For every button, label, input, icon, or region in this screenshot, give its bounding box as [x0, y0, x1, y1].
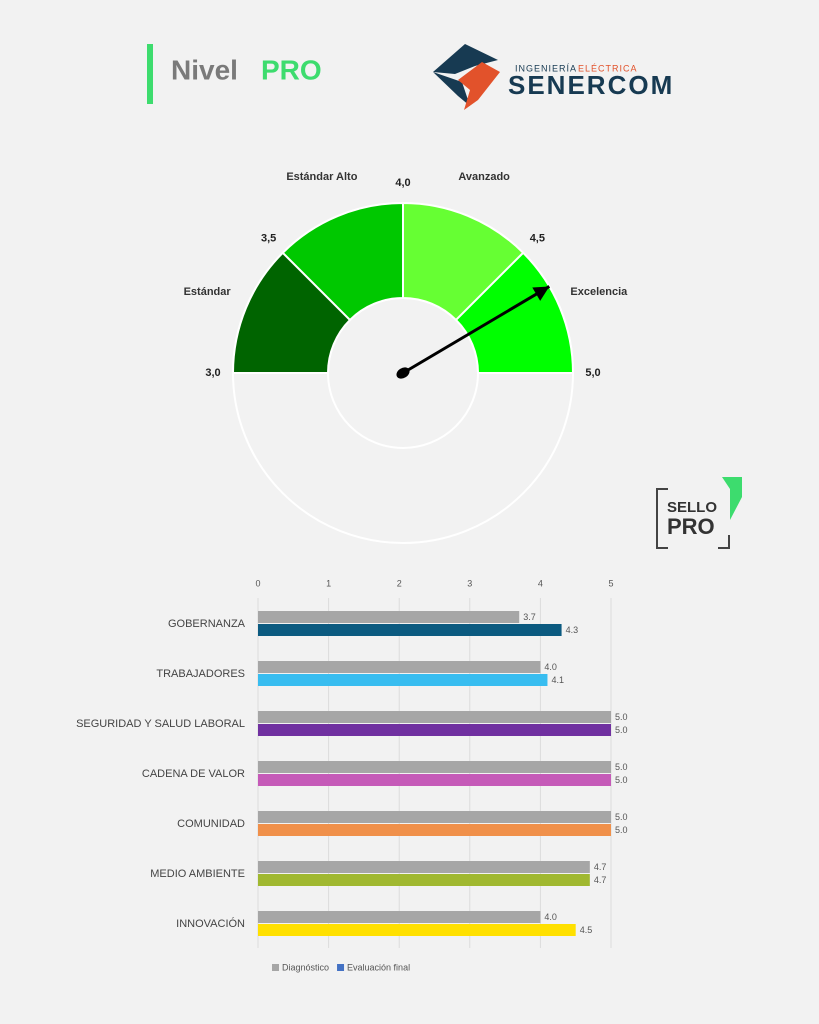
legend-label: Diagnóstico [282, 962, 329, 972]
seal-text: PRO [667, 514, 715, 539]
category-label: CADENA DE VALOR [142, 768, 245, 780]
legend-label: Evaluación final [347, 962, 410, 972]
value-label: 5.0 [615, 775, 628, 785]
gauge-tick-label: 3,0 [205, 367, 220, 379]
category-label: GOBERNANZA [168, 618, 246, 630]
x-tick-label: 4 [538, 578, 543, 588]
segment-label: Estándar Alto [286, 171, 357, 183]
seal-frame [656, 488, 730, 549]
seal-text: SELLO [667, 499, 717, 516]
value-label: 5.0 [615, 725, 628, 735]
bar [258, 674, 548, 686]
value-label: 4.7 [594, 862, 607, 872]
bar [258, 861, 590, 873]
category-label: MEDIO AMBIENTE [150, 868, 245, 880]
category-label: INNOVACIÓN [176, 917, 245, 930]
category-label: SEGURIDAD Y SALUD LABORAL [76, 718, 245, 730]
bar [258, 724, 611, 736]
gauge-tick-label: 4,5 [530, 233, 545, 245]
bar [258, 911, 541, 923]
bar [258, 874, 590, 886]
bar [258, 611, 520, 623]
gauge-tick-label: 5,0 [585, 367, 600, 379]
segment-label: Avanzado [458, 171, 510, 183]
legend-swatch [272, 964, 279, 971]
value-label: 4.7 [594, 875, 607, 885]
bar [258, 774, 611, 786]
logo-name: SENERCOM [508, 70, 674, 100]
header-accent [147, 44, 153, 104]
title-part: PRO [261, 54, 322, 85]
x-tick-label: 3 [467, 578, 472, 588]
value-label: 5.0 [615, 825, 628, 835]
value-label: 4.0 [544, 662, 557, 672]
segment-label: Estándar [184, 286, 232, 298]
bar [258, 811, 611, 823]
x-tick-label: 5 [608, 578, 613, 588]
value-label: 4.0 [544, 912, 557, 922]
category-label: COMUNIDAD [177, 818, 245, 830]
x-tick-label: 2 [397, 578, 402, 588]
value-label: 4.1 [551, 675, 564, 685]
x-tick-label: 0 [255, 578, 260, 588]
seal-mark [722, 477, 742, 520]
gauge-tick-label: 3,5 [261, 233, 276, 245]
category-label: TRABAJADORES [156, 668, 245, 680]
bar [258, 711, 611, 723]
segment-label: Excelencia [570, 286, 628, 298]
logo-icon [433, 44, 500, 110]
bar [258, 924, 576, 936]
legend-swatch [337, 964, 345, 971]
value-label: 4.3 [566, 625, 579, 635]
gauge-tick-label: 4,0 [395, 177, 410, 189]
logo-tagline: INGENIERÍA [515, 63, 577, 73]
x-tick-label: 1 [326, 578, 331, 588]
title-part: Nivel [171, 54, 238, 85]
value-label: 4.5 [580, 925, 593, 935]
value-label: 5.0 [615, 712, 628, 722]
bar [258, 824, 611, 836]
value-label: 5.0 [615, 762, 628, 772]
needle [396, 285, 551, 379]
value-label: 3.7 [523, 612, 536, 622]
bar [258, 661, 541, 673]
bar [258, 624, 562, 636]
logo-tagline: ELÉCTRICA [578, 63, 638, 73]
value-label: 5.0 [615, 812, 628, 822]
bar [258, 761, 611, 773]
